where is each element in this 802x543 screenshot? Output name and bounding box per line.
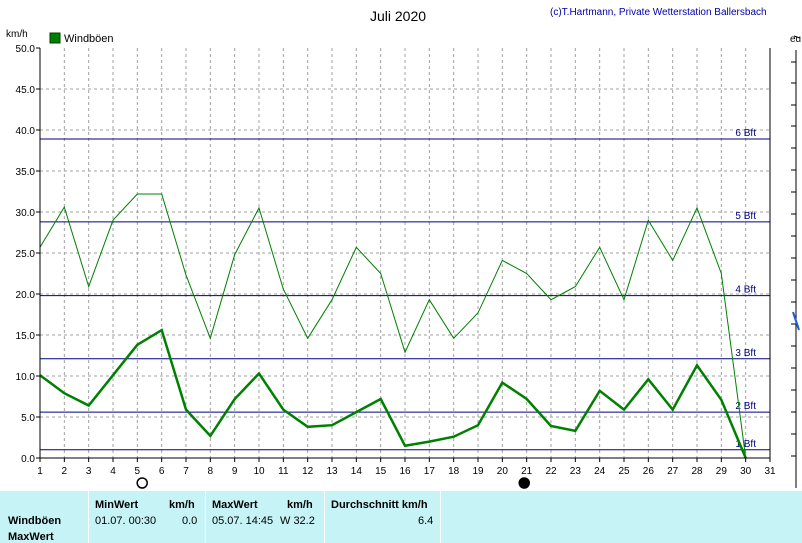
- series-line-thin: [39, 193, 747, 459]
- min-value: 0.0: [182, 515, 198, 527]
- full-moon-icon: [136, 477, 148, 489]
- y-unit-label: km/h: [6, 29, 28, 40]
- x-tick-label: 20: [497, 466, 509, 477]
- x-tick-label: 16: [399, 466, 411, 477]
- x-tick-label: 7: [183, 466, 189, 477]
- x-tick-label: 10: [253, 466, 265, 477]
- x-tick-label: 1: [37, 466, 43, 477]
- max-time: 05.07. 14:45: [212, 515, 274, 527]
- beaufort-label: 3 Bft: [735, 348, 756, 359]
- x-tick-label: 26: [643, 466, 655, 477]
- x-tick-label: 17: [424, 466, 436, 477]
- x-tick-label: 3: [86, 466, 92, 477]
- x-tick-label: 24: [594, 466, 606, 477]
- y-tick-label: 50.0: [16, 44, 36, 55]
- beaufort-label: 2 Bft: [735, 401, 756, 412]
- max-value: W 32.2: [280, 515, 315, 527]
- y-tick-label: 5.0: [21, 413, 35, 424]
- x-tick-label: 13: [326, 466, 338, 477]
- x-tick-label: 29: [716, 466, 728, 477]
- stats-row-label-2: MaxWert: [8, 531, 54, 543]
- series-line-thick: [39, 328, 747, 459]
- y-tick-label: 30.0: [16, 208, 36, 219]
- stats-panel: Windböen MaxWert MinWert km/h 01.07. 00:…: [0, 491, 802, 543]
- beaufort-label: 1 Bft: [735, 439, 756, 450]
- chart-title: Juli 2020: [370, 8, 426, 24]
- x-tick-label: 19: [472, 466, 484, 477]
- edge-fragment: [793, 35, 801, 39]
- x-tick-label: 18: [448, 466, 460, 477]
- y-tick-label: 20.0: [16, 290, 36, 301]
- edge-text: eu: [790, 34, 801, 45]
- x-tick-label: 4: [110, 466, 116, 477]
- y-tick-label: 40.0: [16, 126, 36, 137]
- x-tick-label: 31: [764, 466, 776, 477]
- axes: 1 2 3 4 5 6 7 8 9 10 11 12 13 14 15 16 17 18 19 20 21 22 23 24 2…: [16, 44, 776, 477]
- x-tick-label: 6: [159, 466, 165, 477]
- stats-row-label: Windböen: [8, 515, 62, 527]
- legend-label: Windböen: [64, 33, 114, 45]
- x-tick-label: 21: [521, 466, 533, 477]
- avg-header: Durchschnitt km/h: [331, 499, 428, 511]
- legend-swatch: [49, 32, 61, 44]
- y-tick-label: 15.0: [16, 331, 36, 342]
- x-tick-label: 27: [667, 466, 679, 477]
- x-tick-label: 22: [545, 466, 557, 477]
- credit-text: (c)T.Hartmann, Private Wetterstation Bal…: [550, 7, 767, 18]
- edge-series-fragment: [792, 311, 800, 331]
- x-tick-label: 15: [375, 466, 387, 477]
- x-tick-label: 30: [740, 466, 752, 477]
- y-tick-label: 0.0: [21, 454, 35, 465]
- x-tick-label: 23: [570, 466, 582, 477]
- edge-decoration: [791, 35, 801, 488]
- grid: [40, 48, 770, 458]
- y-tick-label: 25.0: [16, 249, 36, 260]
- beaufort-label: 5 Bft: [735, 211, 756, 222]
- x-tick-label: 8: [208, 466, 214, 477]
- moon-phase-markers: [136, 477, 530, 489]
- max-unit: km/h: [287, 499, 313, 511]
- x-tick-label: 5: [135, 466, 141, 477]
- x-tick-label: 28: [691, 466, 703, 477]
- min-time: 01.07. 00:30: [95, 515, 157, 527]
- data-series: [39, 193, 747, 459]
- y-tick-label: 35.0: [16, 167, 36, 178]
- beaufort-label: 4 Bft: [735, 285, 756, 296]
- avg-value: 6.4: [418, 515, 434, 527]
- new-moon-icon: [518, 477, 530, 489]
- max-header: MaxWert: [212, 499, 258, 511]
- beaufort-lines: 1 Bft 2 Bft 3 Bft 4 Bft 5 Bft 6 Bft: [40, 128, 770, 451]
- x-tick-label: 11: [278, 466, 289, 477]
- x-tick-label: 14: [351, 466, 363, 477]
- x-tick-label: 25: [618, 466, 630, 477]
- beaufort-label: 6 Bft: [735, 128, 756, 139]
- y-tick-label: 10.0: [16, 372, 36, 383]
- x-tick-label: 9: [232, 466, 238, 477]
- x-tick-label: 12: [302, 466, 314, 477]
- min-unit: km/h: [169, 499, 195, 511]
- x-tick-label: 2: [62, 466, 68, 477]
- y-tick-label: 45.0: [16, 85, 36, 96]
- min-header: MinWert: [95, 499, 139, 511]
